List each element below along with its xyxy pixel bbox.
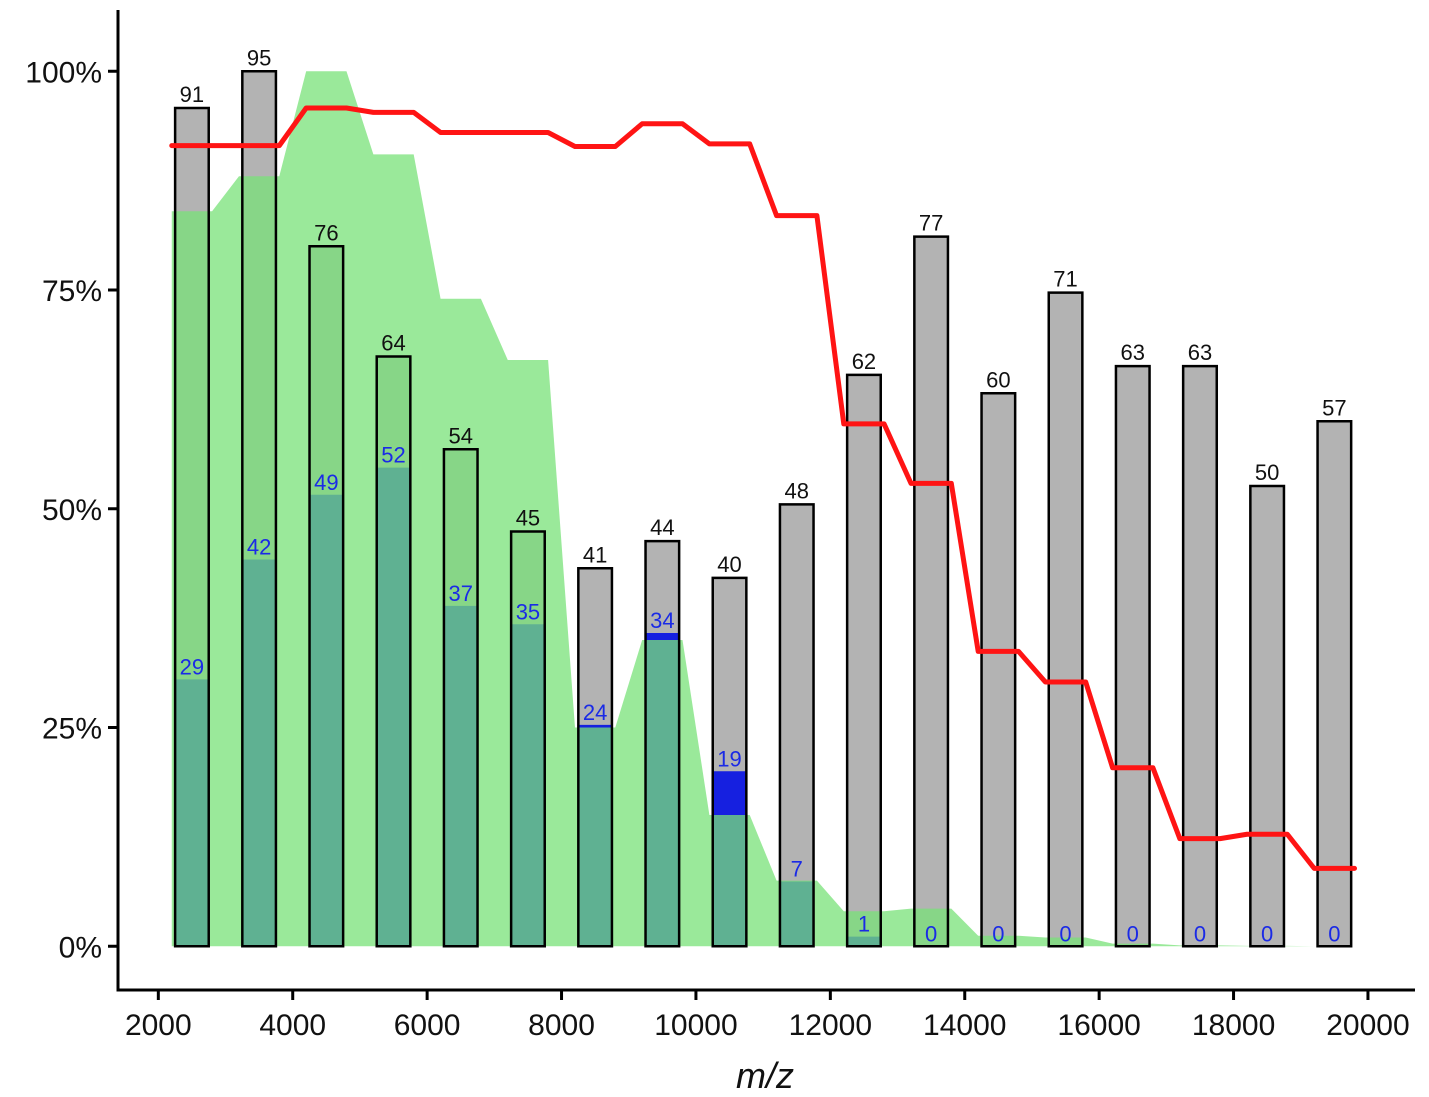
- total-bar-outline: [173, 106, 210, 948]
- total-bar-fill: [1048, 292, 1083, 947]
- matched-count-label: 0: [925, 921, 937, 946]
- matched-count-label: 52: [381, 443, 405, 468]
- total-bar-fill: [1317, 421, 1352, 947]
- total-bar-fill: [914, 236, 948, 947]
- total-bar-outline: [644, 539, 681, 948]
- total-count-label: 60: [986, 367, 1010, 392]
- total-count-label: 76: [314, 220, 338, 245]
- total-bar-outline: [1047, 291, 1084, 948]
- total-count-label: 62: [852, 349, 876, 374]
- matched-count-label: 19: [717, 746, 741, 771]
- matched-count-label: 37: [448, 581, 472, 606]
- x-axis-ticks: 2000 4000 6000 8000 10000 12000 14000 16000 1800…: [125, 990, 1410, 1042]
- matched-count-label: 7: [791, 857, 803, 882]
- total-bar-outline: [241, 70, 278, 948]
- total-bar-outline: [509, 530, 546, 948]
- total-bar-outline: [845, 373, 882, 948]
- matched-count-label: 0: [1194, 921, 1206, 946]
- red-line: [169, 105, 1358, 871]
- total-count-label: 50: [1255, 460, 1279, 485]
- total-count-label: 54: [448, 423, 472, 448]
- total-bar-outline: [980, 392, 1017, 948]
- x-tick-label: 10000: [654, 1009, 737, 1042]
- matched-count-label: 0: [1059, 921, 1071, 946]
- total-count-label: 45: [516, 506, 540, 531]
- total-count-label: 71: [1053, 267, 1077, 292]
- total-bar-outline: [778, 503, 815, 948]
- total-bar-fill: [847, 374, 881, 947]
- total-count-label: 95: [247, 45, 271, 70]
- total-bar-fill: [981, 393, 1016, 947]
- total-bar-fill: [1115, 366, 1150, 947]
- total-bar-outline: [1316, 420, 1353, 948]
- matched-count-label: 35: [516, 599, 540, 624]
- total-count-label: 48: [784, 478, 808, 503]
- total-count-label: 40: [717, 552, 741, 577]
- total-bar-fill: [1183, 366, 1217, 947]
- x-tick-label: 20000: [1326, 1009, 1409, 1042]
- total-count-label: 63: [1121, 340, 1145, 365]
- x-tick-label: 2000: [125, 1009, 192, 1042]
- x-tick-label: 4000: [259, 1009, 326, 1042]
- green-area: [171, 71, 1355, 947]
- total-count-label: 64: [381, 331, 405, 356]
- total-bar-outline: [1181, 364, 1219, 948]
- matched-count-label: 34: [650, 608, 674, 633]
- total-bar-outline: [375, 355, 412, 948]
- total-bar-outline: [1249, 484, 1286, 948]
- x-tick-label: 12000: [789, 1009, 872, 1042]
- x-tick-label: 8000: [528, 1009, 595, 1042]
- x-tick-label: 14000: [923, 1009, 1006, 1042]
- total-count-label: 63: [1188, 340, 1212, 365]
- total-bar-outline: [308, 245, 345, 948]
- x-tick-label: 18000: [1192, 1009, 1275, 1042]
- matched-count-label: 0: [992, 921, 1004, 946]
- total-bar-fill: [779, 504, 814, 947]
- total-bar-outline: [1114, 364, 1151, 948]
- matched-count-label: 24: [583, 700, 607, 725]
- matched-count-label: 49: [314, 470, 338, 495]
- matched-count-label: 29: [180, 654, 204, 679]
- y-tick-label: 100%: [25, 56, 102, 89]
- x-tick-label: 6000: [394, 1009, 461, 1042]
- total-count-label: 57: [1322, 395, 1346, 420]
- total-bar-fill: [1250, 486, 1284, 947]
- total-bar-outline: [913, 235, 950, 948]
- plot-area: 91 29 95 42 76 49 64 52 54 37 45 35 41 24 44 34 40 19 48 7 6…: [169, 45, 1358, 948]
- y-tick-label: 0%: [59, 931, 102, 964]
- total-count-label: 77: [919, 211, 943, 236]
- total-bar-outline: [442, 448, 479, 948]
- x-axis-title: m/z: [736, 1055, 794, 1096]
- total-bar-outline: [577, 567, 614, 948]
- matched-count-label: 1: [858, 912, 870, 937]
- matched-count-label: 42: [247, 535, 271, 560]
- total-bar-outline: [711, 576, 748, 948]
- x-tick-label: 16000: [1057, 1009, 1140, 1042]
- y-tick-label: 50%: [42, 494, 102, 527]
- y-axis-ticks: 0% 25% 50% 75% 100%: [25, 56, 118, 964]
- total-count-label: 41: [583, 542, 607, 567]
- total-count-label: 91: [180, 82, 204, 107]
- matched-count-label: 0: [1261, 921, 1273, 946]
- y-tick-label: 25%: [42, 713, 102, 746]
- matched-count-label: 0: [1127, 921, 1139, 946]
- matched-count-label: 0: [1328, 921, 1340, 946]
- y-tick-label: 75%: [42, 275, 102, 308]
- total-count-label: 44: [650, 515, 674, 540]
